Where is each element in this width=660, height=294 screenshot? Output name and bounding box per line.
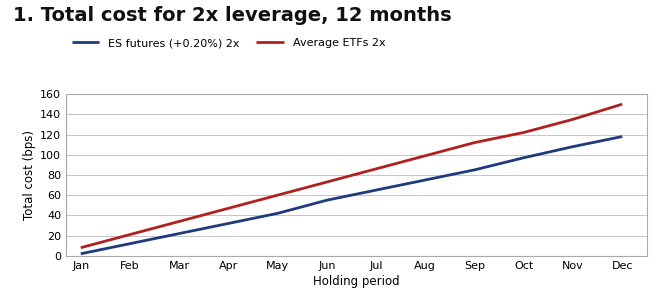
X-axis label: Holding period: Holding period (313, 275, 400, 288)
Legend: ES futures (+0.20%) 2x, Average ETFs 2x: ES futures (+0.20%) 2x, Average ETFs 2x (71, 38, 385, 48)
Y-axis label: Total cost (bps): Total cost (bps) (23, 130, 36, 220)
Text: 1. Total cost for 2x leverage, 12 months: 1. Total cost for 2x leverage, 12 months (13, 6, 452, 25)
